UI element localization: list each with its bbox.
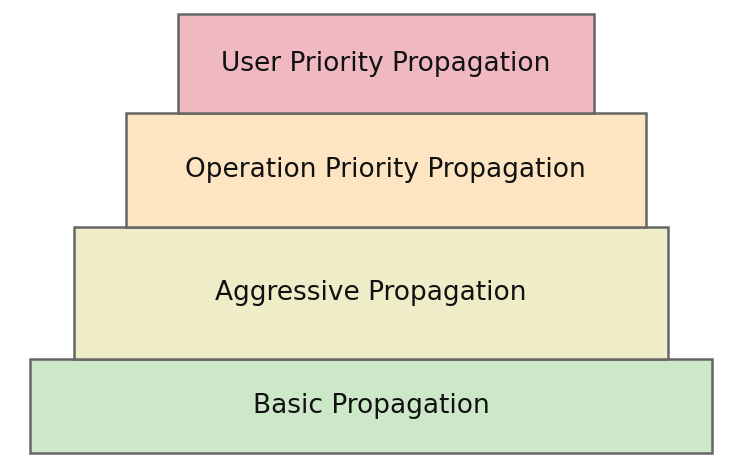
Bar: [30, 359, 712, 453]
Bar: [74, 227, 668, 359]
Bar: [126, 113, 646, 227]
Bar: [178, 14, 594, 113]
Text: Operation Priority Propagation: Operation Priority Propagation: [186, 157, 586, 183]
Text: User Priority Propagation: User Priority Propagation: [221, 51, 551, 77]
Text: Basic Propagation: Basic Propagation: [252, 393, 490, 419]
Text: Aggressive Propagation: Aggressive Propagation: [215, 279, 527, 306]
